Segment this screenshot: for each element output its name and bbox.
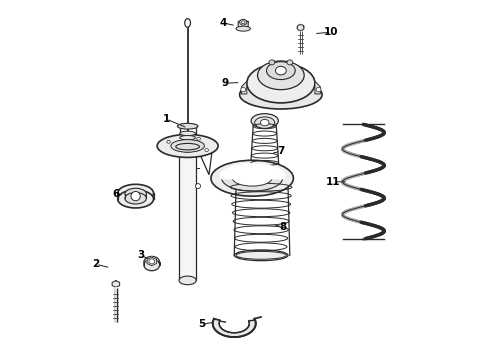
Ellipse shape <box>297 24 304 31</box>
Text: 9: 9 <box>221 78 229 88</box>
Ellipse shape <box>236 26 250 31</box>
Ellipse shape <box>251 114 278 128</box>
Text: 8: 8 <box>279 222 286 231</box>
Polygon shape <box>315 81 320 94</box>
Ellipse shape <box>176 143 199 150</box>
Polygon shape <box>238 19 248 29</box>
Ellipse shape <box>221 165 283 191</box>
Text: 2: 2 <box>93 259 100 269</box>
Ellipse shape <box>180 131 196 135</box>
Ellipse shape <box>232 170 272 186</box>
Ellipse shape <box>177 123 198 129</box>
Ellipse shape <box>240 80 322 109</box>
Ellipse shape <box>211 160 294 196</box>
Polygon shape <box>297 24 304 31</box>
Ellipse shape <box>180 135 196 140</box>
Ellipse shape <box>180 140 196 144</box>
Ellipse shape <box>249 167 280 174</box>
Ellipse shape <box>316 87 321 92</box>
Text: 10: 10 <box>324 27 338 37</box>
Text: 4: 4 <box>220 18 227 28</box>
Ellipse shape <box>255 117 275 129</box>
Ellipse shape <box>171 140 204 152</box>
Polygon shape <box>112 281 120 287</box>
Ellipse shape <box>196 184 200 189</box>
Ellipse shape <box>185 19 191 27</box>
Ellipse shape <box>149 259 155 264</box>
Ellipse shape <box>125 193 147 204</box>
Ellipse shape <box>144 259 160 271</box>
Ellipse shape <box>241 87 245 92</box>
Ellipse shape <box>131 192 140 201</box>
Ellipse shape <box>125 188 147 200</box>
Polygon shape <box>213 319 256 337</box>
Ellipse shape <box>197 138 200 140</box>
Text: 6: 6 <box>112 189 120 199</box>
Text: 11: 11 <box>326 177 340 187</box>
Ellipse shape <box>118 184 153 202</box>
Polygon shape <box>147 257 156 266</box>
Ellipse shape <box>275 66 286 75</box>
Ellipse shape <box>179 276 196 285</box>
Ellipse shape <box>167 140 171 143</box>
Ellipse shape <box>180 144 196 148</box>
Ellipse shape <box>247 63 315 103</box>
Ellipse shape <box>267 62 295 80</box>
Ellipse shape <box>234 250 288 261</box>
Ellipse shape <box>269 60 275 65</box>
Text: 3: 3 <box>137 250 145 260</box>
Ellipse shape <box>144 256 160 268</box>
Text: 7: 7 <box>277 146 285 156</box>
Ellipse shape <box>118 190 153 208</box>
Ellipse shape <box>242 21 245 24</box>
Text: 1: 1 <box>163 114 170 124</box>
Ellipse shape <box>179 143 196 152</box>
Ellipse shape <box>260 120 269 126</box>
Ellipse shape <box>240 19 247 25</box>
Ellipse shape <box>258 61 304 90</box>
Polygon shape <box>242 81 247 94</box>
Bar <box>179 148 196 280</box>
Ellipse shape <box>157 134 218 157</box>
Text: 5: 5 <box>198 319 206 329</box>
Ellipse shape <box>287 60 293 65</box>
Ellipse shape <box>205 149 208 152</box>
